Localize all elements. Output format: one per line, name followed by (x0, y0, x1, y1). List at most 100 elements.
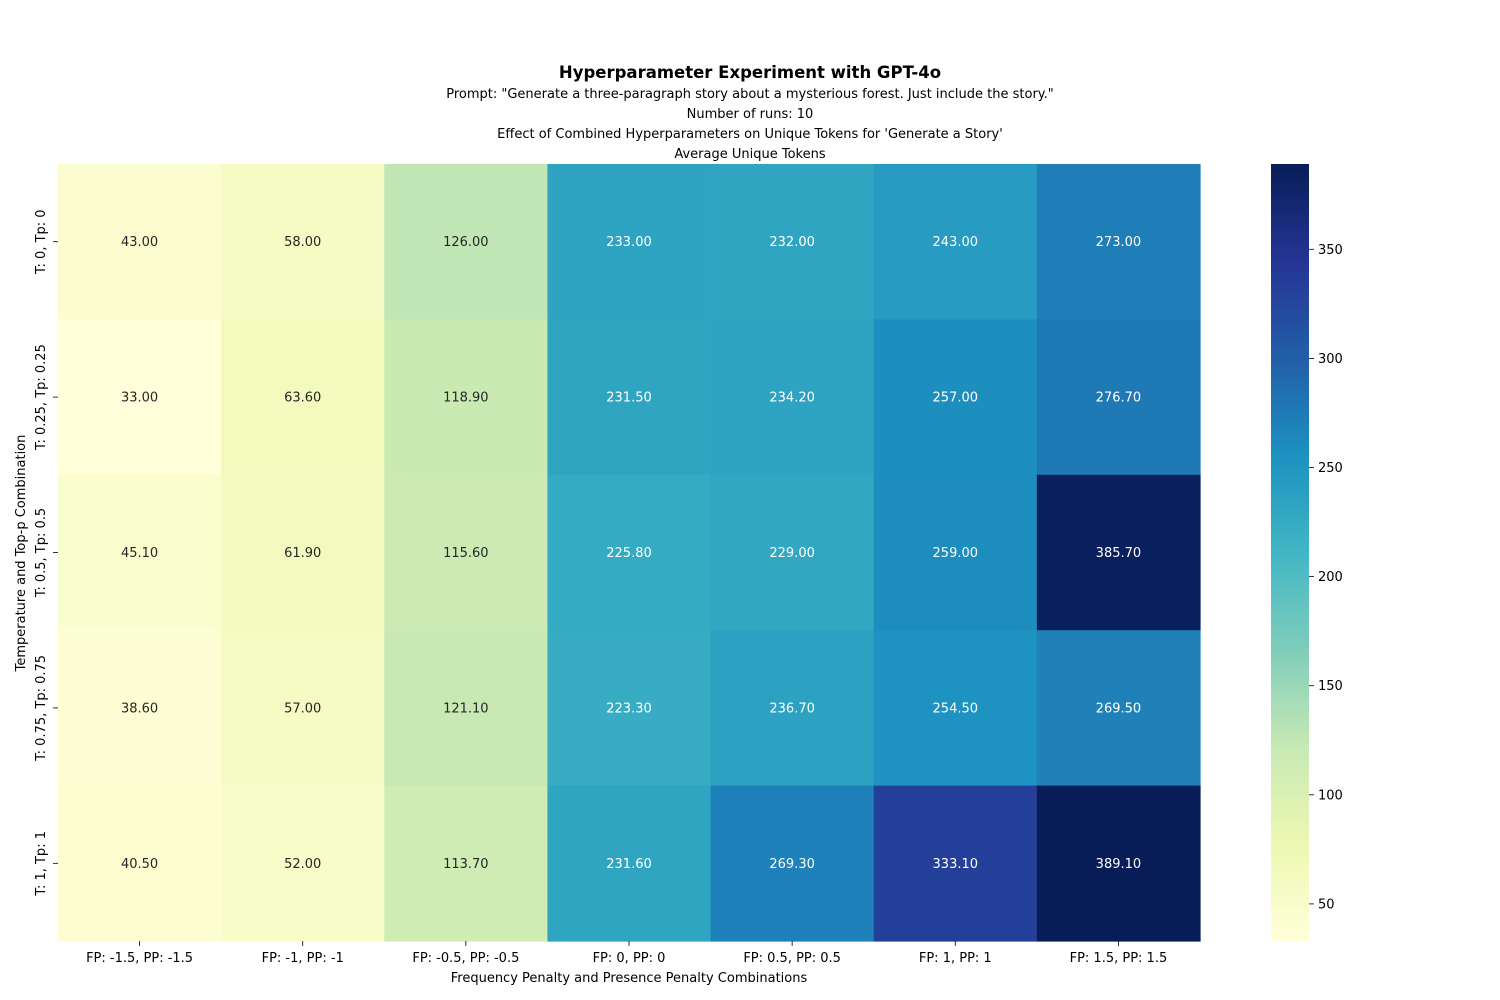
cell-value-label: 58.00 (284, 235, 321, 250)
y-tick-label: T: 1, Tp: 1 (34, 831, 49, 897)
colorbar-tick-label: 300 (1318, 352, 1343, 367)
heatmap-cell (221, 474, 385, 631)
heatmap-cell (1036, 164, 1201, 320)
heatmap-cell (547, 474, 712, 631)
colorbar-tick-label: 200 (1318, 570, 1343, 585)
cell-value-label: 121.10 (443, 701, 489, 716)
heatmap-cell (873, 474, 1038, 631)
heatmap-cell (58, 319, 222, 476)
cell-value-label: 43.00 (121, 235, 158, 250)
cell-value-label: 126.00 (443, 235, 489, 250)
heatmap-cell (873, 785, 1038, 942)
cell-value-label: 259.00 (933, 546, 979, 561)
cell-value-label: 61.90 (284, 546, 321, 561)
cell-value-label: 233.00 (606, 235, 652, 250)
heatmap-cell (873, 164, 1038, 320)
heatmap-cell (710, 319, 875, 476)
runs-text: Number of runs: 10 (686, 107, 814, 122)
heatmap-cell (1036, 319, 1201, 476)
cell-value-label: 113.70 (443, 857, 489, 872)
heatmap-cell (221, 319, 385, 476)
colorbar-tick-label: 150 (1318, 679, 1343, 694)
heatmap-cell (547, 785, 712, 942)
cell-value-label: 229.00 (769, 546, 815, 561)
cell-value-label: 40.50 (121, 857, 158, 872)
x-tick-label: FP: -0.5, PP: -0.5 (412, 951, 519, 966)
x-tick-label: FP: -1, PP: -1 (262, 951, 344, 966)
x-axis-label: Frequency Penalty and Presence Penalty C… (451, 971, 808, 986)
x-tick-label: FP: 0, PP: 0 (593, 951, 666, 966)
heatmap-cell (710, 630, 875, 787)
cell-value-label: 276.70 (1096, 391, 1142, 406)
heatmap-cell (384, 164, 549, 320)
cell-value-label: 385.70 (1096, 546, 1142, 561)
heatmap-cell (873, 630, 1038, 787)
cell-value-label: 236.70 (769, 701, 815, 716)
cell-value-label: 389.10 (1096, 857, 1142, 872)
cell-value-label: 234.20 (769, 391, 815, 406)
cell-value-label: 231.50 (606, 391, 652, 406)
cell-value-label: 232.00 (769, 235, 815, 250)
y-tick-label: T: 0.75, Tp: 0.75 (34, 655, 49, 762)
colorbar-tick-label: 350 (1318, 243, 1343, 258)
heatmap-cell (547, 319, 712, 476)
heatmap-cell (1036, 474, 1201, 631)
cell-value-label: 257.00 (933, 391, 979, 406)
cell-value-label: 269.50 (1096, 701, 1142, 716)
cell-value-label: 254.50 (933, 701, 979, 716)
cell-value-label: 63.60 (284, 391, 321, 406)
y-axis-label: Temperature and Top-p Combination (14, 435, 29, 673)
cell-value-label: 57.00 (284, 701, 321, 716)
heatmap-cell (710, 164, 875, 320)
x-tick-label: FP: 1, PP: 1 (919, 951, 992, 966)
x-tick-label: FP: 0.5, PP: 0.5 (743, 951, 841, 966)
cell-value-label: 333.10 (933, 857, 979, 872)
heatmap-cell (221, 785, 385, 942)
heatmap-cell (1036, 630, 1201, 787)
heatmap-cell (384, 785, 549, 942)
heatmap-cell (873, 319, 1038, 476)
heatmap-cell (58, 785, 222, 942)
heatmap-cell (1036, 785, 1201, 942)
heatmap-cells: 43.00 58.00 126.00 233.00 232.00 243.00 273.00… (58, 164, 1201, 942)
cell-value-label: 118.90 (443, 391, 489, 406)
y-tick-label: T: 0, Tp: 0 (34, 209, 49, 275)
cell-value-label: 225.80 (606, 546, 652, 561)
heatmap-cell (58, 474, 222, 631)
colorbar: 50 100 150 200 250 300 350 (1271, 164, 1343, 941)
colorbar-tick-label: 100 (1318, 788, 1343, 803)
heatmap-cell (221, 630, 385, 787)
heatmap-cell (547, 164, 712, 320)
prompt-text: Prompt: "Generate a three-paragraph stor… (446, 87, 1054, 102)
cell-value-label: 223.30 (606, 701, 652, 716)
cell-value-label: 273.00 (1096, 235, 1142, 250)
colorbar-gradient (1271, 164, 1309, 941)
x-tick-label: FP: 1.5, PP: 1.5 (1070, 951, 1168, 966)
cell-value-label: 243.00 (933, 235, 979, 250)
heatmap-cell (58, 164, 222, 320)
cell-value-label: 45.10 (121, 546, 158, 561)
heatmap-cell (221, 164, 385, 320)
x-tick-label: FP: -1.5, PP: -1.5 (86, 951, 193, 966)
heatmap-cell (710, 785, 875, 942)
metric-text: Average Unique Tokens (674, 147, 826, 162)
heatmap-cell (710, 474, 875, 631)
effect-text: Effect of Combined Hyperparameters on Un… (497, 127, 1003, 142)
cell-value-label: 115.60 (443, 546, 489, 561)
colorbar-tick-label: 250 (1318, 461, 1343, 476)
cell-value-label: 231.60 (606, 857, 652, 872)
y-axis: T: 0, Tp: 0 T: 0.25, Tp: 0.25 T: 0.5, Tp: … (34, 209, 58, 897)
heatmap-cell (58, 630, 222, 787)
y-tick-label: T: 0.25, Tp: 0.25 (34, 344, 49, 451)
colorbar-tick-label: 50 (1318, 897, 1335, 912)
heatmap-cell (547, 630, 712, 787)
heatmap-cell (384, 319, 549, 476)
heatmap-cell (384, 630, 549, 787)
heatmap-cell (384, 474, 549, 631)
y-tick-label: T: 0.5, Tp: 0.5 (34, 508, 49, 598)
chart-title: Hyperparameter Experiment with GPT-4o (558, 63, 942, 82)
cell-value-label: 269.30 (769, 857, 815, 872)
x-axis: FP: -1.5, PP: -1.5 FP: -1, PP: -1 FP: -0.5… (86, 941, 1167, 966)
cell-value-label: 38.60 (121, 701, 158, 716)
